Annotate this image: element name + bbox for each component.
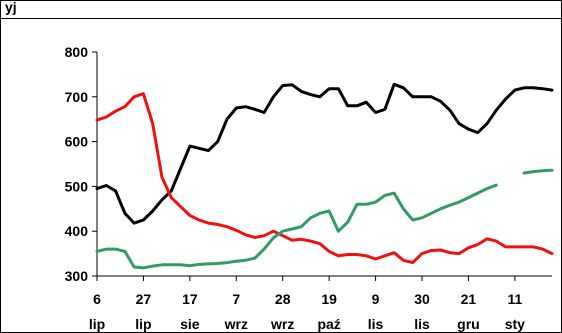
y-tick-label: 700 <box>65 89 89 105</box>
y-tick-label: 800 <box>65 44 89 60</box>
y-tick-label: 400 <box>65 223 89 239</box>
series-line-2 <box>95 92 554 265</box>
x-tick-month-label: sty <box>505 316 525 332</box>
x-tick-day-label: 17 <box>182 291 198 307</box>
series-line-3 <box>95 183 498 270</box>
x-tick-day-label: 11 <box>507 291 522 307</box>
title-divider <box>0 18 562 19</box>
x-tick-month-label: lip <box>89 316 105 332</box>
series-line-3 <box>522 168 554 175</box>
x-tick-day-label: 21 <box>461 291 477 307</box>
x-tick-day-label: 6 <box>93 291 101 307</box>
x-tick-day-label: 9 <box>372 291 380 307</box>
series-line-1 <box>95 82 554 225</box>
x-tick-month-label: gru <box>457 316 480 332</box>
x-tick-day-label: 19 <box>321 291 337 307</box>
x-tick-day-label: 27 <box>136 291 152 307</box>
y-tick-label: 500 <box>65 178 89 194</box>
x-tick-month-label: paź <box>317 316 340 332</box>
x-tick-day-label: 30 <box>414 291 430 307</box>
y-tick-label: 300 <box>65 268 89 284</box>
x-tick-day-label: 7 <box>232 291 240 307</box>
x-tick-month-label: sie <box>180 316 200 332</box>
chart-title-fragment: yj <box>5 0 17 15</box>
x-tick-month-label: wrz <box>270 316 294 332</box>
x-tick-month-label: lis <box>414 316 430 332</box>
x-tick-month-label: wrz <box>224 316 248 332</box>
x-tick-day-label: 28 <box>275 291 291 307</box>
x-tick-month-label: lis <box>368 316 384 332</box>
y-tick-label: 600 <box>65 134 89 150</box>
x-tick-month-label: lip <box>135 316 151 332</box>
